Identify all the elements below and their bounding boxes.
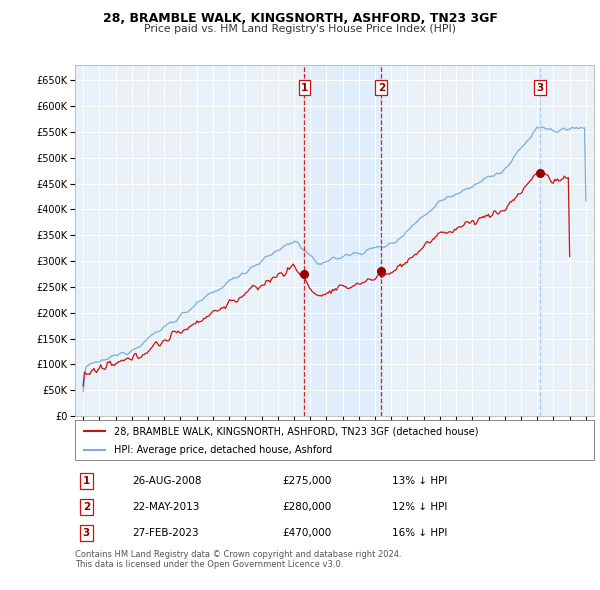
Text: 22-MAY-2013: 22-MAY-2013 xyxy=(132,502,199,512)
Text: Contains HM Land Registry data © Crown copyright and database right 2024.
This d: Contains HM Land Registry data © Crown c… xyxy=(75,550,401,569)
Text: 28, BRAMBLE WALK, KINGSNORTH, ASHFORD, TN23 3GF (detached house): 28, BRAMBLE WALK, KINGSNORTH, ASHFORD, T… xyxy=(114,427,478,437)
Text: 12% ↓ HPI: 12% ↓ HPI xyxy=(392,502,447,512)
Text: 2: 2 xyxy=(83,502,90,512)
Text: 13% ↓ HPI: 13% ↓ HPI xyxy=(392,476,447,486)
Text: Price paid vs. HM Land Registry's House Price Index (HPI): Price paid vs. HM Land Registry's House … xyxy=(144,24,456,34)
Text: 16% ↓ HPI: 16% ↓ HPI xyxy=(392,527,447,537)
Text: 28, BRAMBLE WALK, KINGSNORTH, ASHFORD, TN23 3GF: 28, BRAMBLE WALK, KINGSNORTH, ASHFORD, T… xyxy=(103,12,497,25)
Text: 3: 3 xyxy=(83,527,90,537)
Text: 1: 1 xyxy=(301,83,308,93)
Bar xyxy=(304,65,382,416)
Text: 26-AUG-2008: 26-AUG-2008 xyxy=(132,476,202,486)
Text: HPI: Average price, detached house, Ashford: HPI: Average price, detached house, Ashf… xyxy=(114,445,332,455)
Text: 3: 3 xyxy=(536,83,544,93)
Text: 2: 2 xyxy=(378,83,385,93)
Text: £275,000: £275,000 xyxy=(283,476,332,486)
Text: £470,000: £470,000 xyxy=(283,527,332,537)
Text: 1: 1 xyxy=(83,476,90,486)
Text: £280,000: £280,000 xyxy=(283,502,332,512)
Text: 27-FEB-2023: 27-FEB-2023 xyxy=(132,527,199,537)
